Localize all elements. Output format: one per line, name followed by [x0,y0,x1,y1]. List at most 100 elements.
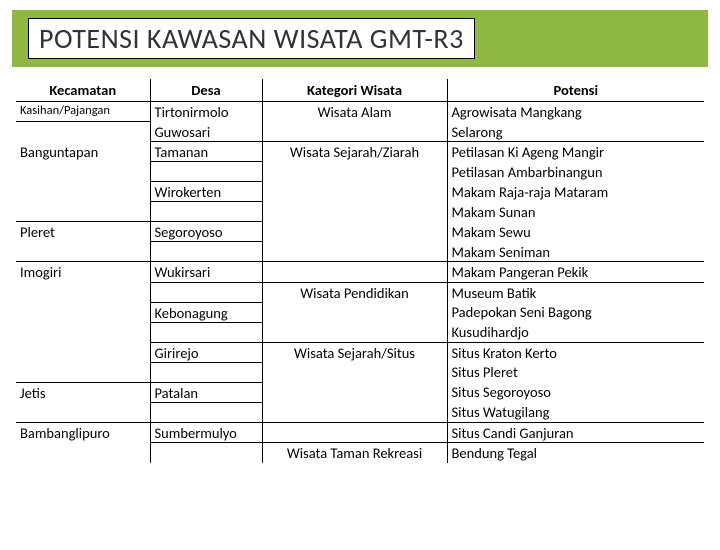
table-cell: Petilasan Ambarbinangun [447,162,704,182]
table-cell: Wisata Alam [262,102,447,122]
table-cell: Patalan [150,382,262,402]
table-cell [262,122,447,142]
table-row: BanguntapanTamananWisata Sejarah/ZiarahP… [16,142,704,162]
table-row: Kusudihardjo [16,322,704,342]
table-cell [16,402,150,422]
table-cell [16,242,150,262]
table-cell: Makam Sewu [447,222,704,242]
main-table: Kecamatan Desa Kategori Wisata Potensi K… [16,79,704,463]
col-kecamatan: Kecamatan [16,79,150,102]
table-cell [262,202,447,222]
table-cell: Girirejo [150,342,262,362]
table-cell: Kasihan/Pajangan [16,102,150,122]
table-cell [16,122,150,142]
table-cell [150,202,262,222]
col-potensi: Potensi [447,79,704,102]
table-cell: Petilasan Ki Ageng Mangir [447,142,704,162]
table-row: BambanglipuroSumbermulyo Situs Candi Ganj… [16,422,704,442]
title-bar: POTENSI KAWASAN WISATA GMT-R3 [12,10,708,67]
table-body: Kasihan/PajanganTirtonirmoloWisata AlamA… [16,102,704,463]
table-cell: Wisata Taman Rekreasi [262,443,447,463]
table-cell: Makam Seniman [447,242,704,262]
table-cell [16,443,150,463]
table-cell: Selarong [447,122,704,142]
table-cell: Makam Pangeran Pekik [447,262,704,282]
table-cell: Wisata Pendidikan [262,282,447,302]
table-cell: Bendung Tegal [447,443,704,463]
table-cell: Wisata Sejarah/Situs [262,342,447,362]
table-row: Wirokerten Makam Raja-raja Mataram [16,182,704,202]
table-row: Petilasan Ambarbinangun [16,162,704,182]
table-cell [262,162,447,182]
table-cell: Wirokerten [150,182,262,202]
table-cell [16,162,150,182]
table-cell: Situs Segoroyoso [447,382,704,402]
table-cell [262,222,447,242]
table-cell [150,443,262,463]
table-cell: Makam Sunan [447,202,704,222]
table-cell: Tamanan [150,142,262,162]
table-row: Wisata Taman RekreasiBendung Tegal [16,443,704,463]
table-row: Makam Sunan [16,202,704,222]
table-row: PleretSegoroyoso Makam Sewu [16,222,704,242]
table-cell: Jetis [16,382,150,402]
table-row: GirirejoWisata Sejarah/SitusSitus Kraton… [16,342,704,362]
table-row: JetisPatalan Situs Segoroyoso [16,382,704,402]
table-row: Guwosari Selarong [16,122,704,142]
table-row: Situs Watugilang [16,402,704,422]
table-container: Kecamatan Desa Kategori Wisata Potensi K… [0,79,720,463]
table-row: Makam Seniman [16,242,704,262]
table-cell [262,182,447,202]
table-cell [16,182,150,202]
table-cell: Situs Candi Ganjuran [447,422,704,442]
table-cell: Makam Raja-raja Mataram [447,182,704,202]
table-cell [262,302,447,322]
table-cell [262,382,447,402]
table-cell [150,242,262,262]
col-kategori: Kategori Wisata [262,79,447,102]
table-cell: Padepokan Seni Bagong [447,302,704,322]
table-row: Wisata PendidikanMuseum Batik [16,282,704,302]
table-cell [16,302,150,322]
table-cell: Pleret [16,222,150,242]
table-cell: Situs Watugilang [447,402,704,422]
table-row: Kasihan/PajanganTirtonirmoloWisata AlamA… [16,102,704,122]
table-cell: Kusudihardjo [447,322,704,342]
table-row: Situs Pleret [16,362,704,382]
table-cell: Banguntapan [16,142,150,162]
table-cell [262,402,447,422]
table-cell [150,362,262,382]
table-cell [150,322,262,342]
table-cell [16,322,150,342]
page-title: POTENSI KAWASAN WISATA GMT-R3 [39,21,464,56]
table-cell [16,202,150,222]
table-cell [262,242,447,262]
table-cell: Situs Pleret [447,362,704,382]
table-cell: Segoroyoso [150,222,262,242]
table-cell: Wisata Sejarah/Ziarah [262,142,447,162]
table-cell: Guwosari [150,122,262,142]
table-cell: Wukirsari [150,262,262,282]
table-cell: Imogiri [16,262,150,282]
table-cell [262,262,447,282]
table-cell [150,162,262,182]
table-cell [16,362,150,382]
table-cell [262,362,447,382]
table-cell: Situs Kraton Kerto [447,342,704,362]
table-cell [150,282,262,302]
table-cell [16,282,150,302]
table-cell: Bambanglipuro [16,422,150,442]
table-cell: Tirtonirmolo [150,102,262,122]
title-box: POTENSI KAWASAN WISATA GMT-R3 [28,18,475,59]
table-row: Kebonagung Padepokan Seni Bagong [16,302,704,322]
table-cell: Kebonagung [150,302,262,322]
table-row: ImogiriWukirsari Makam Pangeran Pekik [16,262,704,282]
table-cell [150,402,262,422]
col-desa: Desa [150,79,262,102]
table-cell [262,322,447,342]
table-cell: Agrowisata Mangkang [447,102,704,122]
table-cell: Sumbermulyo [150,422,262,442]
table-cell [262,422,447,442]
table-cell: Museum Batik [447,282,704,302]
table-header-row: Kecamatan Desa Kategori Wisata Potensi [16,79,704,102]
